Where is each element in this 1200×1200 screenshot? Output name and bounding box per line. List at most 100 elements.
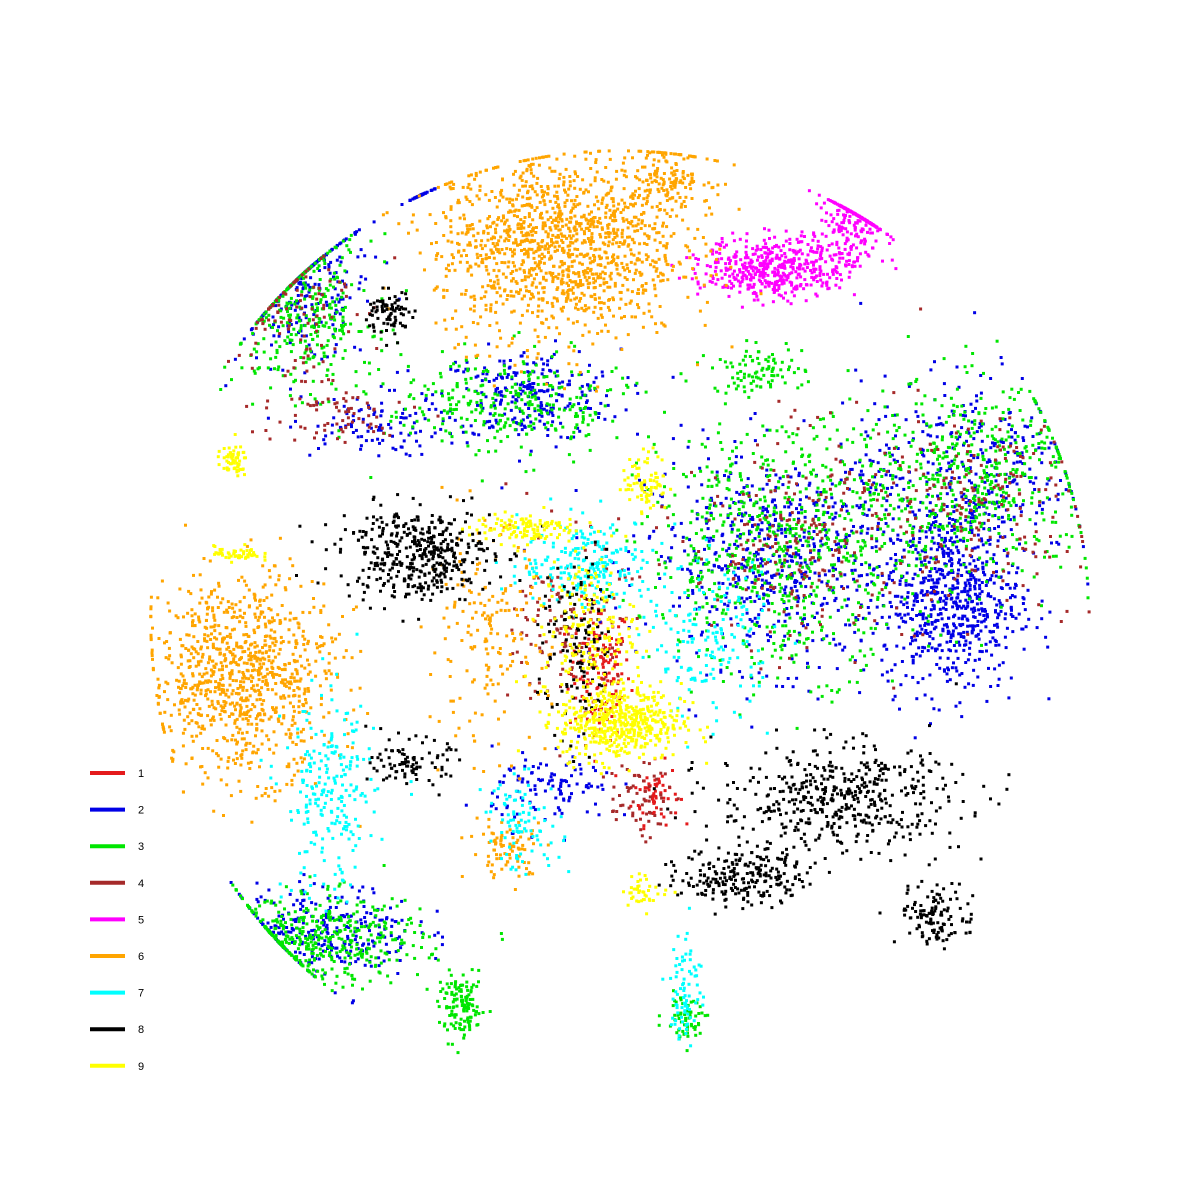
data-point — [1067, 481, 1071, 485]
data-point — [745, 432, 749, 436]
data-point — [817, 685, 821, 689]
data-point — [278, 345, 282, 349]
data-point — [799, 616, 803, 620]
data-point — [374, 956, 378, 960]
data-point — [971, 497, 975, 501]
data-point — [947, 648, 951, 652]
data-point — [859, 379, 863, 383]
data-point — [940, 590, 944, 594]
data-point — [738, 492, 742, 496]
data-point — [973, 624, 977, 628]
data-point — [932, 581, 936, 585]
data-point — [305, 892, 309, 896]
data-point — [955, 442, 959, 446]
data-point — [492, 413, 496, 417]
data-point — [432, 187, 436, 191]
data-point — [322, 258, 326, 262]
data-point — [968, 584, 972, 587]
data-point — [968, 466, 972, 470]
data-point — [938, 454, 942, 458]
data-point — [401, 411, 405, 415]
data-point — [342, 923, 346, 927]
data-point — [984, 448, 988, 452]
data-point — [912, 599, 916, 603]
data-point — [369, 239, 373, 243]
data-point — [918, 537, 922, 540]
data-point — [989, 557, 993, 561]
data-point — [841, 401, 845, 405]
data-point — [445, 411, 449, 415]
data-point — [748, 634, 752, 638]
data-point — [942, 451, 946, 455]
data-point — [938, 656, 942, 660]
data-point — [489, 405, 493, 409]
data-point — [341, 297, 345, 301]
data-point — [942, 476, 946, 480]
data-point — [528, 414, 532, 418]
data-point — [911, 592, 915, 596]
data-point — [413, 931, 417, 934]
data-point — [947, 571, 951, 575]
data-point — [494, 398, 498, 402]
data-point — [719, 513, 723, 517]
data-point — [961, 614, 965, 618]
data-point — [787, 495, 791, 499]
data-point — [1037, 489, 1041, 493]
data-point — [623, 620, 627, 624]
data-point — [1018, 452, 1022, 455]
data-point — [389, 419, 393, 423]
data-point — [747, 643, 751, 647]
data-point — [404, 407, 407, 411]
data-point — [325, 355, 329, 359]
data-point — [304, 316, 308, 320]
data-point — [500, 486, 504, 490]
data-point — [239, 894, 242, 898]
data-point — [311, 379, 315, 383]
data-point — [517, 422, 521, 426]
data-point — [997, 461, 1001, 465]
data-point — [300, 401, 304, 405]
data-point — [956, 430, 960, 434]
data-point — [385, 952, 389, 956]
data-point — [760, 559, 764, 563]
data-point — [911, 430, 915, 434]
data-point — [747, 491, 751, 495]
data-point — [508, 359, 512, 362]
data-point — [738, 713, 742, 717]
data-point — [345, 412, 349, 416]
data-point — [350, 939, 354, 943]
data-point — [929, 512, 933, 516]
data-point — [846, 369, 850, 373]
data-point — [281, 324, 285, 328]
data-point — [331, 300, 335, 304]
data-point — [1017, 391, 1020, 394]
data-point — [405, 953, 409, 957]
data-point — [314, 902, 318, 906]
data-point — [930, 697, 934, 701]
data-point — [797, 474, 801, 478]
data-point — [982, 527, 986, 531]
data-point — [377, 925, 381, 929]
data-point — [757, 613, 761, 617]
data-point — [482, 420, 486, 424]
data-point — [1056, 498, 1060, 502]
data-point — [752, 571, 755, 575]
data-point — [970, 364, 974, 368]
data-point — [918, 631, 922, 635]
data-point — [582, 679, 585, 683]
data-point — [502, 368, 506, 372]
data-point — [387, 423, 391, 426]
data-point — [290, 923, 294, 927]
data-point — [894, 612, 898, 616]
data-point — [521, 389, 525, 393]
data-point — [577, 402, 581, 406]
data-point — [586, 406, 590, 410]
data-point — [519, 423, 523, 427]
data-point — [828, 548, 831, 552]
data-point — [1050, 541, 1053, 545]
data-point — [966, 658, 970, 662]
data-point — [330, 948, 333, 952]
data-point — [332, 930, 336, 934]
data-point — [332, 918, 336, 922]
data-point — [807, 532, 811, 536]
